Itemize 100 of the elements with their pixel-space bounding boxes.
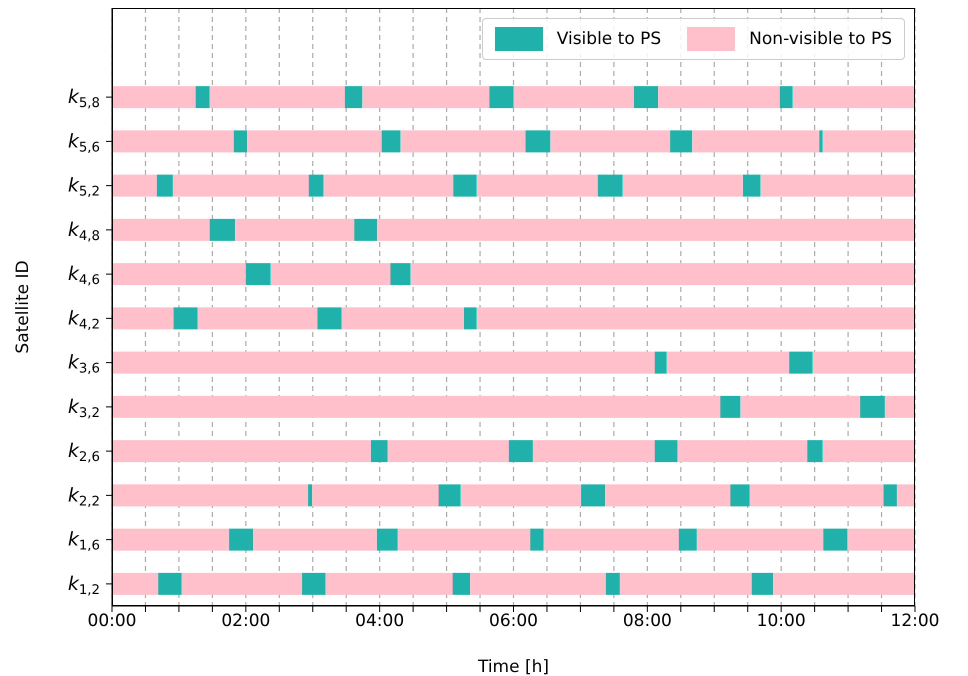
bar	[896, 484, 915, 506]
y-tick-label: k$_{4,6}$	[68, 263, 100, 288]
bar	[235, 218, 354, 241]
bar	[677, 440, 808, 462]
bar	[196, 86, 210, 108]
bar	[464, 307, 477, 330]
bar	[620, 572, 752, 595]
bar	[760, 174, 915, 197]
bar	[410, 263, 915, 286]
bar	[530, 528, 544, 551]
bar	[476, 174, 598, 197]
x-tick-label: 12:00	[890, 611, 940, 632]
y-tick-label: k$_{5,8}$	[68, 86, 100, 112]
bar	[476, 307, 915, 330]
y-tick-label: k$_{4,2}$	[68, 307, 100, 332]
bar	[302, 572, 326, 595]
bar	[822, 440, 915, 462]
bar	[112, 396, 720, 418]
bar	[720, 396, 740, 418]
bar	[156, 174, 173, 197]
bar	[605, 484, 730, 506]
x-tick-label: 04:00	[355, 611, 404, 632]
bar	[460, 484, 582, 506]
bar	[234, 130, 248, 152]
bar	[860, 396, 885, 418]
bar	[730, 484, 750, 506]
bar	[581, 484, 606, 506]
bar	[388, 440, 509, 462]
bar	[508, 440, 533, 462]
bar	[112, 352, 655, 374]
bar	[112, 440, 371, 462]
y-axis-title: Satellite ID	[13, 260, 34, 354]
bar	[308, 174, 324, 197]
bar	[438, 484, 461, 506]
bar	[400, 130, 526, 152]
bar	[743, 174, 760, 197]
bar	[822, 130, 915, 152]
bar	[654, 440, 678, 462]
bar	[112, 572, 158, 595]
y-tick-label: k$_{2,2}$	[68, 484, 100, 510]
x-tick-label: 08:00	[622, 611, 672, 632]
bar	[112, 86, 196, 108]
bar	[780, 86, 793, 108]
x-tick-label: 06:00	[489, 611, 538, 632]
y-tick-label: k$_{1,2}$	[68, 572, 100, 598]
bar	[112, 484, 308, 506]
bar	[670, 130, 692, 152]
bar	[489, 86, 514, 108]
bar	[112, 174, 157, 197]
bar	[819, 130, 823, 152]
y-tick-label: k$_{3,2}$	[68, 396, 100, 421]
bar	[112, 130, 234, 152]
bar	[390, 263, 410, 286]
y-tick-label: k$_{4,8}$	[68, 218, 100, 244]
bar	[654, 352, 667, 374]
y-tick-label: k$_{5,2}$	[68, 174, 100, 200]
bar	[317, 307, 342, 330]
bar	[452, 572, 470, 595]
bar	[210, 86, 345, 108]
bar	[750, 484, 884, 506]
y-tick-label: k$_{2,6}$	[68, 440, 100, 466]
bar	[453, 174, 477, 197]
bar	[792, 86, 915, 108]
bar	[789, 352, 813, 374]
bar	[678, 528, 697, 551]
bar	[229, 528, 254, 551]
bar	[696, 528, 824, 551]
bar	[526, 130, 550, 152]
bar	[112, 218, 210, 241]
bar	[847, 528, 915, 551]
bar	[362, 86, 490, 108]
x-axis-title: Time [h]	[476, 657, 550, 676]
bar	[308, 484, 312, 506]
bar	[182, 572, 302, 595]
bar	[174, 307, 198, 330]
bar	[666, 352, 790, 374]
legend-label: Non-visible to PS	[749, 29, 892, 49]
bar	[598, 174, 623, 197]
bar	[550, 130, 670, 152]
bar	[246, 263, 271, 286]
bar	[370, 440, 388, 462]
bar	[112, 528, 230, 551]
bar	[807, 440, 823, 462]
bar	[376, 218, 915, 241]
bar	[325, 572, 453, 595]
bar	[312, 484, 439, 506]
bar	[532, 440, 655, 462]
bar	[622, 174, 744, 197]
bar	[323, 174, 454, 197]
bar	[270, 263, 390, 286]
bar	[884, 396, 915, 418]
bar	[606, 572, 620, 595]
bar	[253, 528, 377, 551]
y-tick-label: k$_{3,6}$	[68, 352, 100, 377]
bar	[470, 572, 606, 595]
y-tick-label: k$_{5,6}$	[68, 130, 100, 156]
bar	[634, 86, 658, 108]
bar	[823, 528, 848, 551]
bar	[376, 528, 398, 551]
bar	[884, 484, 897, 506]
